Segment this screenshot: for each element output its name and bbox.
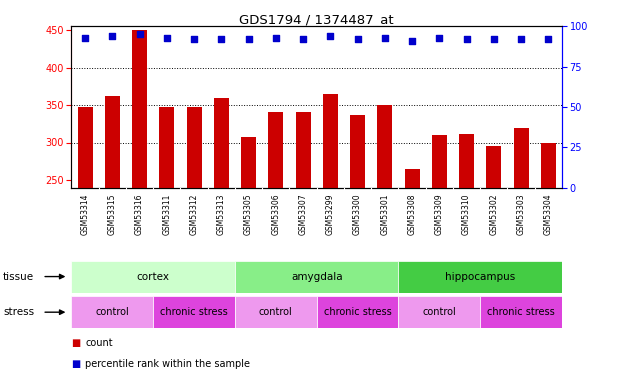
Text: GSM53310: GSM53310 — [462, 193, 471, 235]
Text: GSM53301: GSM53301 — [380, 193, 389, 235]
Text: count: count — [85, 338, 112, 348]
Bar — [186, 107, 202, 188]
Text: GSM53312: GSM53312 — [189, 193, 199, 235]
Bar — [71, 261, 235, 292]
Bar — [160, 106, 175, 188]
Bar — [378, 105, 392, 188]
Point — [516, 36, 526, 42]
Point — [216, 36, 226, 42]
Text: GSM53303: GSM53303 — [517, 193, 525, 235]
Bar — [459, 134, 474, 188]
Text: GDS1794 / 1374487_at: GDS1794 / 1374487_at — [240, 13, 394, 26]
Point — [489, 36, 499, 42]
Text: GSM53304: GSM53304 — [544, 193, 553, 235]
Point — [162, 34, 172, 40]
Text: GSM53306: GSM53306 — [271, 193, 280, 235]
Point — [353, 36, 363, 42]
Bar — [153, 296, 235, 328]
Text: GSM53316: GSM53316 — [135, 193, 144, 235]
Bar — [405, 169, 420, 188]
Point — [407, 38, 417, 44]
Point — [107, 33, 117, 39]
Point — [325, 33, 335, 39]
Point — [189, 36, 199, 42]
Text: ■: ■ — [71, 359, 81, 369]
Text: ■: ■ — [71, 338, 81, 348]
Bar — [296, 112, 310, 188]
Text: GSM53311: GSM53311 — [162, 193, 171, 235]
Text: chronic stress: chronic stress — [487, 307, 555, 317]
Bar — [71, 296, 153, 328]
Text: control: control — [422, 307, 456, 317]
Text: chronic stress: chronic stress — [160, 307, 228, 317]
Text: hippocampus: hippocampus — [445, 272, 515, 282]
Point — [271, 34, 281, 40]
Bar — [235, 296, 317, 328]
Point — [243, 36, 253, 42]
Text: stress: stress — [3, 307, 34, 317]
Bar — [486, 146, 501, 188]
Text: GSM53308: GSM53308 — [407, 193, 417, 235]
Text: GSM53302: GSM53302 — [489, 193, 499, 235]
Bar — [514, 128, 528, 188]
Text: GSM53314: GSM53314 — [81, 193, 89, 235]
Bar — [541, 143, 556, 188]
Bar — [132, 30, 147, 188]
Bar — [214, 98, 229, 188]
Point — [434, 34, 444, 40]
Text: amygdala: amygdala — [291, 272, 343, 282]
Bar — [268, 112, 283, 188]
Bar — [241, 136, 256, 188]
Bar — [317, 296, 399, 328]
Text: GSM53299: GSM53299 — [326, 193, 335, 235]
Text: percentile rank within the sample: percentile rank within the sample — [85, 359, 250, 369]
Point — [380, 34, 390, 40]
Point — [80, 34, 90, 40]
Text: chronic stress: chronic stress — [324, 307, 391, 317]
Point — [298, 36, 308, 42]
Bar — [350, 115, 365, 188]
Text: GSM53305: GSM53305 — [244, 193, 253, 235]
Text: GSM53300: GSM53300 — [353, 193, 362, 235]
Text: GSM53307: GSM53307 — [299, 193, 307, 235]
Bar — [432, 135, 447, 188]
Bar — [78, 107, 93, 188]
Text: tissue: tissue — [3, 272, 34, 282]
Text: GSM53315: GSM53315 — [108, 193, 117, 235]
Bar — [323, 94, 338, 188]
Text: GSM53309: GSM53309 — [435, 193, 444, 235]
Bar — [399, 296, 480, 328]
Point — [543, 36, 553, 42]
Point — [135, 32, 145, 38]
Bar — [105, 96, 120, 188]
Bar — [480, 296, 562, 328]
Text: control: control — [96, 307, 129, 317]
Point — [461, 36, 471, 42]
Text: GSM53313: GSM53313 — [217, 193, 226, 235]
Text: cortex: cortex — [137, 272, 170, 282]
Text: control: control — [259, 307, 292, 317]
Bar — [399, 261, 562, 292]
Bar — [235, 261, 399, 292]
